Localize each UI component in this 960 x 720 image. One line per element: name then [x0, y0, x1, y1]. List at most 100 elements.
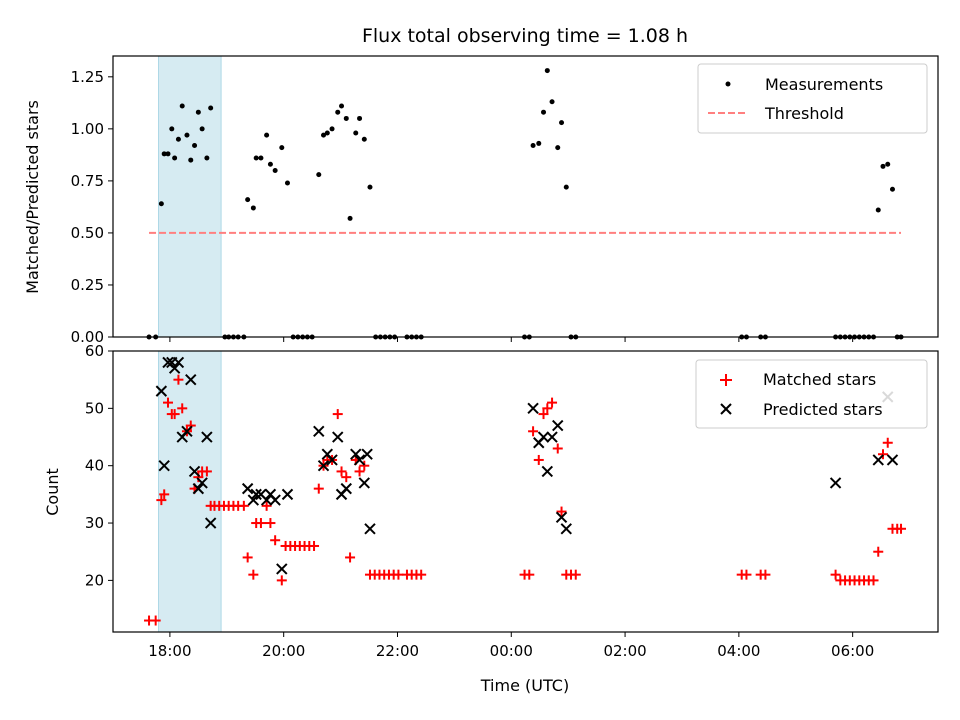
- matched-star-point: [524, 569, 535, 580]
- predicted-star-point: [241, 482, 254, 495]
- matched-star-point: [169, 409, 180, 420]
- matched-star-point: [345, 552, 356, 563]
- predicted-star-point: [332, 431, 344, 443]
- matched-star-point: [201, 466, 212, 477]
- top-y-ticks: 0.00 0.25 0.50 0.75 1.00 1.25: [71, 68, 113, 346]
- measurement-point: [284, 180, 290, 186]
- predicted-star-point: [317, 459, 330, 472]
- matched-star-point: [882, 437, 893, 448]
- predicted-star-point: [361, 448, 373, 460]
- bottom-shaded-interval: [158, 350, 222, 633]
- bottom-y-axis-label: Count: [43, 468, 62, 516]
- legend-marker-matched-stars: [720, 374, 732, 386]
- predicted-star-point: [158, 459, 170, 472]
- matched-star-point: [159, 489, 170, 500]
- legend-label-predicted-stars: Predicted stars: [763, 400, 883, 419]
- measurement-point: [267, 161, 273, 167]
- measurement-point: [563, 184, 569, 190]
- top-plot-frame: [112, 55, 939, 338]
- measurement-point: [161, 151, 167, 157]
- measurement-point: [272, 167, 278, 173]
- measurement-point: [880, 163, 886, 169]
- top-chart-title: Flux total observing time = 1.08 h: [362, 25, 688, 47]
- matched-star-point: [741, 569, 752, 580]
- top-y-axis-label: Matched/Predicted stars: [23, 100, 42, 294]
- matched-star-point: [393, 569, 404, 580]
- top-y-tick-label: 0.50: [71, 224, 104, 242]
- predicted-star-point: [260, 494, 273, 506]
- matched-star-point: [528, 426, 539, 437]
- bottom-y-ticks: 20 30 40 50 60: [85, 342, 113, 589]
- matched-star-point: [309, 540, 320, 551]
- measurement-point: [324, 130, 330, 136]
- measurement-point: [889, 186, 895, 192]
- predicted-star-point: [276, 563, 288, 575]
- predicted-star-point: [350, 448, 362, 460]
- top-legend: Measurements Threshold: [697, 63, 928, 134]
- matched-star-point: [354, 466, 365, 477]
- measurement-point: [335, 109, 341, 115]
- measurement-point: [245, 197, 251, 203]
- measurement-point: [204, 155, 210, 161]
- predicted-star-point: [340, 482, 352, 495]
- measurement-point: [329, 126, 335, 132]
- matched-star-point: [332, 409, 343, 420]
- x-tick-label: 18:00: [148, 642, 191, 660]
- measurement-point: [172, 155, 178, 161]
- measurement-point: [343, 115, 349, 121]
- predicted-star-point: [172, 356, 185, 369]
- matched-star-point: [570, 569, 581, 580]
- predicted-star-point: [541, 465, 554, 478]
- matched-star-point: [896, 523, 907, 534]
- bottom-y-tick-label: 40: [85, 457, 104, 475]
- legend-marker-measurements: [725, 81, 731, 87]
- predicted-star-point: [527, 402, 539, 415]
- predicted-star-point: [204, 517, 217, 529]
- measurement-point: [544, 68, 550, 74]
- predicted-star-point: [555, 511, 568, 524]
- measurement-point: [279, 145, 285, 151]
- x-tick-label: 22:00: [376, 642, 419, 660]
- matched-star-point: [173, 374, 184, 385]
- bottom-panel: 20 30 40 50 60 18:00 20:00 22:00 00:00 02:00 04:0…: [43, 342, 939, 695]
- x-tick-label: 04:00: [717, 642, 760, 660]
- matched-star-point: [760, 569, 771, 580]
- measurement-point: [250, 205, 256, 211]
- matched-star-point: [336, 466, 347, 477]
- x-tick-label: 02:00: [603, 642, 646, 660]
- predicted-star-point: [168, 362, 181, 374]
- measurement-point: [549, 99, 555, 105]
- matched-star-point: [538, 409, 549, 420]
- top-y-tick-label: 0.25: [71, 276, 104, 294]
- measurement-point: [347, 215, 353, 221]
- measurement-point: [258, 155, 264, 161]
- bottom-y-tick-label: 60: [85, 342, 104, 360]
- bottom-legend-box: [695, 359, 928, 429]
- measurement-point: [530, 143, 536, 149]
- legend-marker-predicted-stars: [720, 403, 732, 415]
- predicted-star-point: [358, 477, 371, 489]
- bottom-y-tick-label: 50: [85, 399, 104, 417]
- legend-label-matched-stars: Matched stars: [763, 370, 876, 389]
- matched-star-point: [878, 449, 888, 460]
- measurement-point: [361, 136, 367, 142]
- predicted-star-point: [552, 419, 564, 432]
- measurement-point: [184, 132, 190, 138]
- measurement-point: [179, 103, 185, 109]
- top-shaded-band: [158, 55, 222, 338]
- measurement-point: [158, 201, 164, 207]
- matched-star-point: [542, 403, 553, 414]
- matched-star-point: [163, 397, 173, 408]
- matched-star-point: [556, 506, 567, 517]
- bottom-y-tick-label: 30: [85, 514, 104, 532]
- measurement-point: [559, 120, 565, 126]
- measurement-point: [264, 132, 270, 138]
- predicted-star-point: [546, 431, 558, 443]
- matched-star-point: [242, 552, 253, 563]
- measurement-point: [188, 157, 194, 163]
- matched-star-point: [313, 483, 324, 494]
- measurement-point: [353, 130, 359, 136]
- measurement-point: [885, 161, 891, 167]
- predicted-star-point: [364, 523, 376, 535]
- measurement-point: [192, 143, 198, 149]
